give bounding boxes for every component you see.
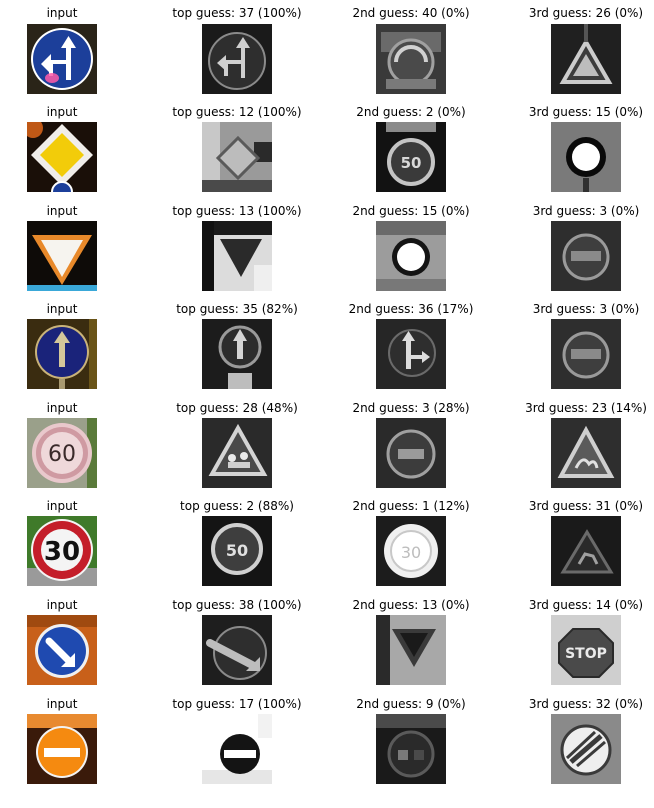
input-title: input <box>46 6 78 20</box>
top-guess-image <box>202 319 272 389</box>
third-guess-image <box>551 122 621 192</box>
third-guess-title: 3rd guess: 23 (14%) <box>525 401 647 415</box>
third-guess-image <box>551 418 621 488</box>
second-guess-title: 2nd guess: 3 (28%) <box>352 401 470 415</box>
top-guess-title: top guess: 2 (88%) <box>180 499 294 513</box>
third-guess-title: 3rd guess: 3 (0%) <box>532 302 640 316</box>
input-image <box>27 714 97 784</box>
stop-text: STOP <box>565 646 607 662</box>
second-guess-title: 2nd guess: 40 (0%) <box>352 6 470 20</box>
top-guess-image <box>202 122 272 192</box>
input-image <box>27 122 97 192</box>
svg-text:50: 50 <box>401 154 422 172</box>
svg-text:50: 50 <box>226 541 248 560</box>
third-guess-title: 3rd guess: 14 (0%) <box>528 598 644 612</box>
third-guess-image <box>551 714 621 784</box>
top-guess-title: top guess: 17 (100%) <box>172 697 302 711</box>
third-guess-image: STOP <box>551 615 621 685</box>
top-guess-title: top guess: 12 (100%) <box>172 105 302 119</box>
input-title: input <box>46 598 78 612</box>
input-image <box>27 319 97 389</box>
top-guess-title: top guess: 13 (100%) <box>172 204 302 218</box>
top-guess-title: top guess: 35 (82%) <box>176 302 298 316</box>
second-guess-image <box>376 418 446 488</box>
input-title: input <box>46 401 78 415</box>
second-guess-image: 50 <box>376 122 446 192</box>
third-guess-title: 3rd guess: 3 (0%) <box>532 204 640 218</box>
svg-text:30: 30 <box>401 543 421 562</box>
third-guess-title: 3rd guess: 26 (0%) <box>528 6 644 20</box>
second-guess-image <box>376 319 446 389</box>
third-guess-title: 3rd guess: 31 (0%) <box>528 499 644 513</box>
top-guess-image <box>202 221 272 291</box>
second-guess-image: 30 <box>376 516 446 586</box>
top-guess-image <box>202 615 272 685</box>
second-guess-image <box>376 615 446 685</box>
third-guess-image <box>551 516 621 586</box>
second-guess-image <box>376 714 446 784</box>
input-image <box>27 615 97 685</box>
top-guess-title: top guess: 28 (48%) <box>176 401 298 415</box>
top-guess-title: top guess: 37 (100%) <box>172 6 302 20</box>
sign-text: 60 <box>48 442 76 467</box>
second-guess-title: 2nd guess: 15 (0%) <box>352 204 470 218</box>
input-title: input <box>46 302 78 316</box>
input-image: 30 <box>27 516 97 586</box>
input-title: input <box>46 499 78 513</box>
second-guess-title: 2nd guess: 13 (0%) <box>352 598 470 612</box>
second-guess-title: 2nd guess: 2 (0%) <box>356 105 466 119</box>
top-guess-image <box>202 714 272 784</box>
second-guess-title: 2nd guess: 36 (17%) <box>348 302 474 316</box>
sign-text: 30 <box>44 537 80 567</box>
input-image: 60 <box>27 418 97 488</box>
second-guess-image <box>376 221 446 291</box>
input-title: input <box>46 105 78 119</box>
second-guess-image <box>376 24 446 94</box>
top-guess-title: top guess: 38 (100%) <box>172 598 302 612</box>
top-guess-image <box>202 418 272 488</box>
top-guess-image <box>202 24 272 94</box>
top-guess-image: 50 <box>202 516 272 586</box>
third-guess-image <box>551 319 621 389</box>
third-guess-title: 3rd guess: 32 (0%) <box>528 697 644 711</box>
second-guess-title: 2nd guess: 1 (12%) <box>352 499 470 513</box>
input-title: input <box>46 697 78 711</box>
third-guess-title: 3rd guess: 15 (0%) <box>528 105 644 119</box>
second-guess-title: 2nd guess: 9 (0%) <box>356 697 466 711</box>
input-title: input <box>46 204 78 218</box>
third-guess-image <box>551 24 621 94</box>
input-image <box>27 24 97 94</box>
third-guess-image <box>551 221 621 291</box>
input-image <box>27 221 97 291</box>
